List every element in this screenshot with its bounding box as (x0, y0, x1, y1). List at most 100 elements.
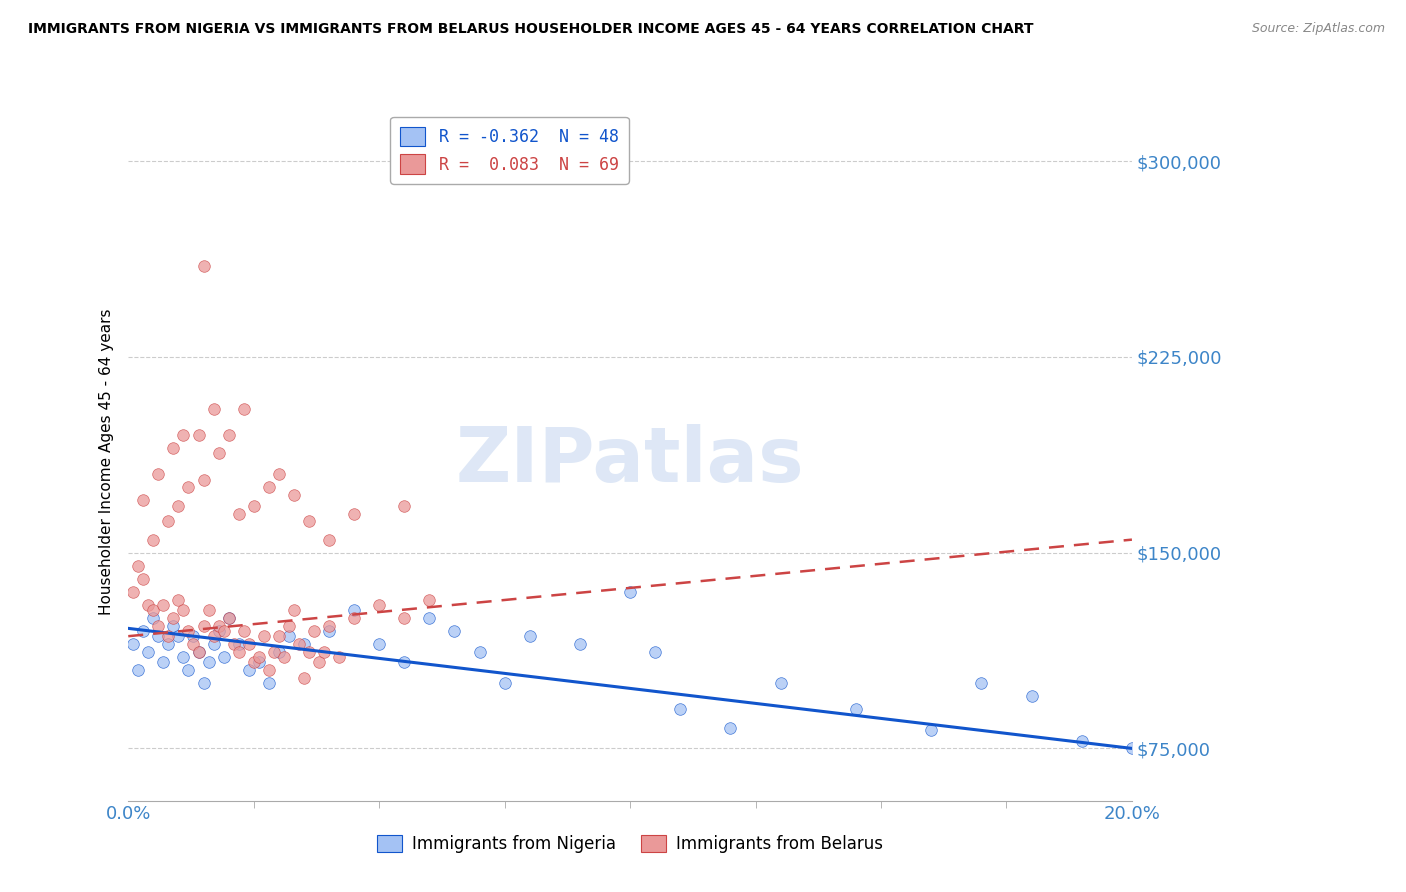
Point (187, 428, 209, 442)
Text: ZIPatlas: ZIPatlas (456, 425, 804, 499)
Point (277, 629, 299, 643)
Point (394, 611, 416, 625)
Point (122, 637, 145, 651)
Point (167, 499, 190, 513)
Point (238, 637, 260, 651)
Point (619, 584, 641, 599)
Point (418, 592, 440, 607)
Point (172, 650, 194, 665)
Point (228, 645, 250, 659)
Y-axis label: Householder Income Ages 45 - 64 years: Householder Income Ages 45 - 64 years (100, 308, 114, 615)
Point (318, 533, 340, 547)
Point (177, 480, 200, 494)
Point (193, 619, 215, 633)
Point (222, 637, 245, 651)
Point (312, 645, 335, 659)
Point (669, 702, 692, 716)
Point (132, 572, 155, 586)
Point (228, 637, 250, 651)
Point (162, 619, 184, 633)
Point (132, 624, 155, 638)
Point (183, 637, 205, 651)
Point (157, 514, 180, 528)
Point (122, 584, 145, 599)
Point (148, 619, 170, 633)
Point (292, 671, 315, 685)
Point (343, 611, 366, 625)
Point (212, 650, 235, 665)
Point (193, 676, 215, 690)
Point (132, 493, 155, 508)
Point (136, 645, 159, 659)
Point (394, 499, 416, 513)
Point (197, 603, 219, 617)
Point (136, 598, 159, 612)
Point (228, 507, 250, 521)
Point (167, 629, 190, 643)
Point (127, 663, 149, 677)
Point (218, 611, 240, 625)
Point (845, 702, 868, 716)
Point (127, 558, 149, 573)
Point (167, 592, 190, 607)
Point (273, 650, 295, 665)
Point (212, 624, 235, 638)
Point (644, 645, 666, 659)
Point (267, 467, 290, 482)
Point (197, 655, 219, 669)
Point (232, 402, 254, 417)
Point (187, 645, 209, 659)
Point (193, 259, 215, 273)
Point (253, 629, 276, 643)
Text: Source: ZipAtlas.com: Source: ZipAtlas.com (1251, 22, 1385, 36)
Point (277, 619, 299, 633)
Point (238, 663, 260, 677)
Point (519, 629, 541, 643)
Point (183, 629, 205, 643)
Point (157, 629, 180, 643)
Point (257, 663, 280, 677)
Point (267, 629, 290, 643)
Point (343, 507, 366, 521)
Point (242, 655, 264, 669)
Point (193, 473, 215, 487)
Point (1121, 741, 1143, 756)
Point (148, 467, 170, 482)
Point (720, 721, 742, 735)
Point (568, 637, 591, 651)
Point (207, 446, 229, 460)
Point (218, 428, 240, 442)
Point (283, 488, 305, 502)
Point (302, 624, 325, 638)
Point (202, 629, 225, 643)
Point (970, 676, 993, 690)
Point (157, 637, 180, 651)
Point (418, 611, 440, 625)
Point (394, 655, 416, 669)
Point (172, 603, 194, 617)
Point (318, 624, 340, 638)
Point (298, 645, 321, 659)
Point (242, 499, 264, 513)
Point (162, 611, 184, 625)
Point (443, 624, 465, 638)
Point (142, 603, 165, 617)
Point (368, 598, 391, 612)
Point (1070, 733, 1092, 747)
Point (172, 428, 194, 442)
Point (202, 637, 225, 651)
Point (494, 676, 516, 690)
Point (207, 619, 229, 633)
Point (1021, 690, 1043, 704)
Point (162, 442, 184, 456)
Point (142, 533, 165, 547)
Point (288, 637, 311, 651)
Point (283, 603, 305, 617)
Point (328, 650, 350, 665)
Point (177, 624, 200, 638)
Point (769, 676, 792, 690)
Point (187, 645, 209, 659)
Point (298, 514, 321, 528)
Point (318, 619, 340, 633)
Point (177, 663, 200, 677)
